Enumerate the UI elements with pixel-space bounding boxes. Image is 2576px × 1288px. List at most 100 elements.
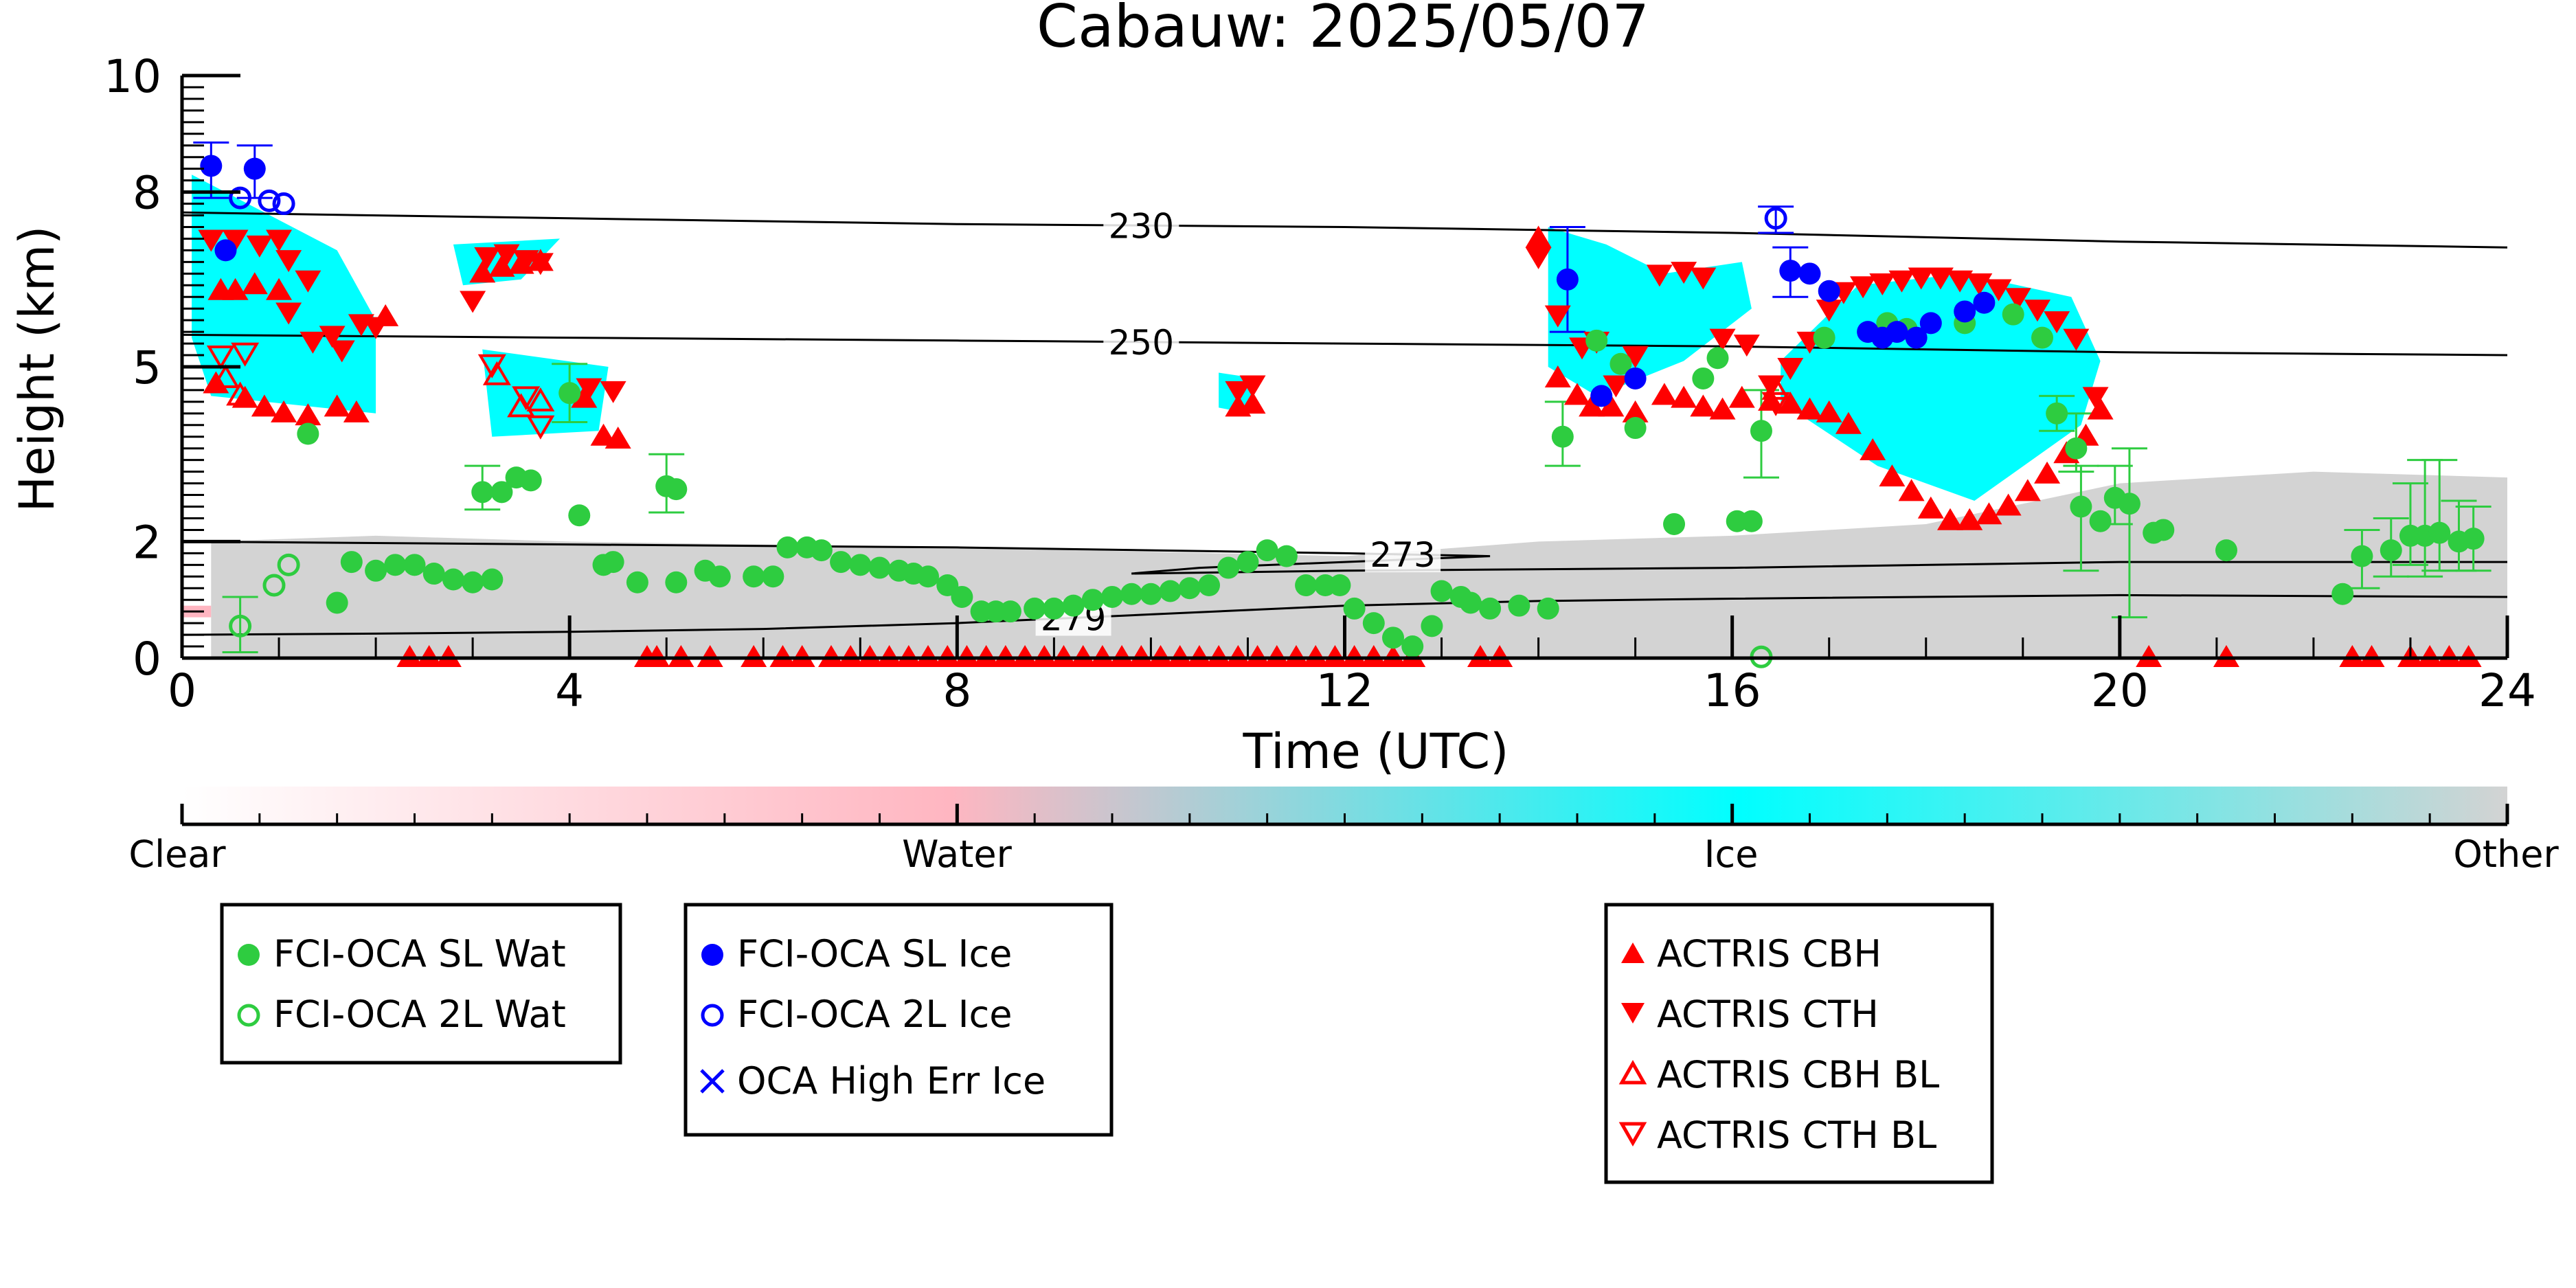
actris-cth-point-2 [246, 235, 273, 258]
actris-cth-point-0 [198, 229, 225, 252]
fci-oca-sl-wat-point-65 [1479, 597, 1502, 620]
isotherm-label-bg-273 [1365, 536, 1441, 573]
legend-label-sl-ice: FCI-OCA SL Ice [737, 932, 1012, 975]
actris-cbh-point-61 [837, 645, 864, 667]
actris-cth-point-27 [1646, 264, 1673, 287]
actris-cbh-point-96 [2358, 645, 2385, 667]
actris-cth-point-3 [266, 229, 293, 252]
actris-cbh-point-62 [857, 645, 883, 667]
actris-cbh-point-30 [1709, 397, 1736, 420]
actris-cbh-point-42 [1956, 508, 1983, 530]
actris-cth-point-4 [275, 250, 302, 273]
actris-cth-point-37 [1850, 276, 1877, 299]
actris-cth-point-20 [1239, 375, 1266, 398]
fci-oca-sl-wat-point-69 [1585, 329, 1608, 352]
fci-oca-sl-wat-point-36 [951, 585, 973, 608]
actris-cbh-point-46 [2034, 461, 2061, 484]
fci-oca-sl-ice-point-8 [1818, 280, 1840, 302]
fci-oca-2l-ice-point-0 [229, 186, 252, 210]
actris-cbh-point-78 [1166, 645, 1193, 667]
actris-cbh-point-94 [2213, 645, 2239, 667]
y-tick-label-2: 2 [133, 516, 161, 569]
y-axis-label: Height (km) [9, 226, 65, 512]
actris-cbh-point-80 [1206, 645, 1232, 667]
colorbar: Clear Water Ice Other [128, 787, 2559, 876]
fci-oca-sl-wat-point-29 [830, 551, 852, 574]
actris-cbh-point-40 [1917, 496, 1944, 519]
fci-oca-sl-wat-point-66 [1508, 594, 1530, 617]
fci-oca-sl-wat-point-72 [1663, 512, 1686, 535]
fci-oca-2l-ice-point-1 [258, 189, 281, 212]
fci-oca-sl-wat-point-17 [602, 551, 624, 574]
fci-oca-sl-wat-point-43 [1081, 589, 1104, 611]
actris-cbh-point-68 [973, 645, 999, 667]
fci-oca-sl-wat-point-0 [297, 422, 319, 445]
fci-oca-sl-ice-point-12 [1905, 326, 1928, 349]
fci-oca-sl-wat-point-48 [1178, 577, 1201, 600]
fci-oca-sl-wat-point-41 [1043, 597, 1065, 620]
actris-cbh-point-26 [1622, 400, 1649, 422]
actris-cbh-point-39 [1898, 479, 1925, 501]
fci-oca-sl-ice-point-6 [1779, 260, 1802, 282]
fci-oca-sl-ice-point-4 [1590, 385, 1613, 407]
legend-label-sl-wat: FCI-OCA SL Wat [273, 932, 566, 975]
error-bar-10 [2111, 447, 2147, 619]
ice-region-4 [1548, 227, 1752, 396]
fci-oca-sl-wat-point-82 [2002, 303, 2024, 326]
fci-oca-sl-wat-point-9 [481, 568, 504, 591]
actris-cbh-point-25 [1598, 394, 1625, 417]
actris-cbh-point-49 [2087, 397, 2114, 420]
legend-marker-cbh-bl [1618, 1059, 1647, 1085]
fci-oca-sl-wat-point-59 [1382, 626, 1405, 649]
actris-cbh-point-70 [1012, 645, 1039, 667]
fci-oca-sl-ice-point-11 [1886, 321, 1908, 343]
fci-oca-sl-wat-point-51 [1236, 551, 1259, 574]
x-tick-label-12: 12 [1316, 664, 1374, 717]
isotherm-line-230 [181, 211, 2508, 249]
fci-oca-sl-wat-point-20 [665, 478, 688, 501]
actris-cbh-point-82 [1244, 645, 1271, 667]
actris-cbh-point-28 [1671, 385, 1697, 408]
fci-oca-sl-wat-point-7 [442, 568, 464, 591]
legend-water-frame [220, 903, 622, 1065]
chart-title: Cabauw: 2025/05/07 [1037, 0, 1649, 61]
isotherm-line-273 [181, 540, 2507, 575]
fci-oca-sl-wat-point-39 [999, 600, 1021, 623]
actris-cth-point-39 [1888, 270, 1915, 293]
series-fci-oca-sl-ice [200, 155, 1996, 407]
fci-oca-sl-wat-point-26 [776, 536, 799, 558]
x-tick-label-4: 4 [555, 664, 584, 717]
fci-oca-sl-wat-point-6 [422, 563, 445, 585]
fci-oca-2l-ice-point-2 [272, 192, 295, 216]
legend-label-high-err-ice: OCA High Err Ice [737, 1059, 1046, 1103]
fci-oca-sl-ice-point-7 [1798, 262, 1821, 285]
fci-oca-sl-wat-point-58 [1362, 612, 1385, 635]
fci-oca-sl-wat-point-11 [490, 481, 513, 504]
actris-cbh-point-95 [2339, 645, 2366, 667]
fci-oca-sl-wat-point-67 [1537, 597, 1559, 620]
fci-oca-sl-wat-point-28 [810, 539, 833, 562]
actris-cbh-point-74 [1089, 645, 1116, 667]
fci-oca-sl-wat-point-77 [1750, 420, 1772, 442]
actris-cbh-point-33 [1777, 392, 1804, 414]
actris-cth-point-8 [319, 326, 346, 348]
fci-oca-sl-wat-point-23 [708, 565, 731, 588]
fci-oca-sl-wat-point-5 [403, 554, 426, 576]
colorbar-label-water: Water [902, 833, 1012, 876]
legend-label-cth-bl: ACTRIS CTH BL [1657, 1114, 1936, 1157]
actris-cbh-point-6 [324, 394, 350, 417]
fci-oca-sl-wat-point-8 [462, 571, 484, 594]
series-fci-oca-sl-wat [297, 303, 2485, 658]
fci-oca-sl-wat-point-3 [365, 559, 387, 582]
actris-cbh-point-35 [1816, 400, 1842, 422]
data-markers [198, 155, 2485, 668]
legend-marker-cbh [1621, 942, 1645, 963]
series-actris-cbh-bl [211, 361, 1790, 418]
actris-cth-point-38 [1869, 273, 1896, 296]
legend-ice: FCI-OCA SL Ice FCI-OCA 2L Ice OCA High E… [683, 903, 1114, 1137]
actris-cbh-point-36 [1835, 411, 1862, 434]
actris-cbh-point-9 [207, 278, 234, 300]
fci-oca-2l-ice-point-3 [1764, 207, 1787, 230]
actris-cbh-point-85 [1302, 645, 1329, 667]
